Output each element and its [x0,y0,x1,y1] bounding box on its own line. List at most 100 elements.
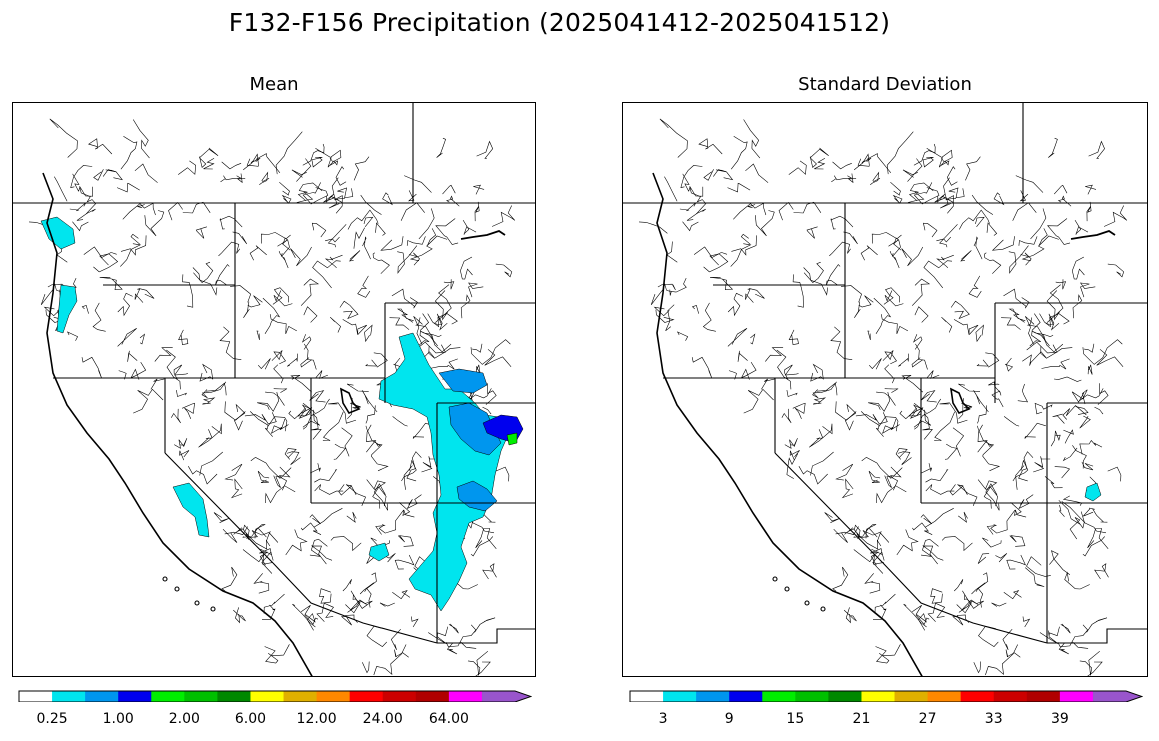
basin-outline [330,536,362,552]
basin-outline [1008,245,1029,274]
basin-outline [249,411,273,437]
basin-outline [897,451,912,466]
basin-outline [1087,364,1093,375]
basin-outline [462,219,477,235]
basin-outline [1003,416,1020,427]
basin-outline [664,176,678,202]
basin-outline [198,429,213,448]
basin-outline [761,378,775,390]
colorbar-swatch [283,691,318,702]
basin-outline [69,202,87,212]
basin-outline [1053,184,1068,195]
mean-tick-label: 64.00 [428,711,469,727]
colorbar-swatch [861,691,896,702]
basin-outline [265,391,285,406]
basin-outline [1022,351,1047,366]
basin-outline [776,349,792,390]
basin-outline [218,241,241,257]
basin-outline [265,485,296,504]
precip-region-sierra [172,482,210,538]
basin-outline [435,218,459,245]
basin-outline [1082,536,1105,557]
basin-outline [413,316,423,345]
basin-outline [314,484,344,495]
basin-outline [302,409,320,428]
basin-outline [389,317,410,330]
basin-outline [886,131,914,175]
basin-outline [930,588,943,604]
basin-outline [890,181,901,196]
basin-outline [841,478,854,499]
basin-outline [199,363,214,382]
basin-outline [676,331,689,341]
basin-outline [246,530,271,540]
basin-outline [340,614,358,626]
basin-outline [831,175,853,183]
basin-outline [475,661,491,676]
basin-outline [334,195,345,214]
basin-outline [703,253,729,273]
basin-outline [470,536,494,557]
colorbar-extend-arrow [481,691,531,702]
basin-outline [832,566,849,592]
basin-outline [922,157,934,168]
basin-outline [266,532,279,547]
basin-outline [925,484,955,495]
basin-outline [983,486,998,509]
basin-outline [816,423,833,439]
basin-outline [373,352,388,368]
basin-outline [733,202,767,220]
basin-outline [415,317,434,342]
basin-outline [925,508,954,528]
basin-outline [392,416,408,427]
basin-outline [1017,383,1029,403]
basin-outline [102,169,116,177]
basin-outline [215,264,230,286]
basin-outline [1069,511,1085,540]
colorbar-swatch [448,691,483,702]
basin-outline [803,267,828,296]
basin-outline [988,381,1001,393]
basin-outline [921,463,933,474]
basin-outline [922,413,933,440]
basin-outline [199,451,223,476]
basin-outline [1045,313,1060,331]
basin-outline [213,512,230,523]
basin-outline [669,277,687,296]
basin-outline [870,171,881,186]
basin-outline [54,176,68,202]
basin-outline [230,478,243,499]
basin-outline [311,413,322,440]
basin-outline [908,403,923,417]
basin-outline [884,388,899,393]
basin-outline [182,201,211,214]
precip-region-wa-coast [40,216,76,250]
basin-outline [394,554,415,570]
basin-outline [476,140,494,159]
basin-outline [87,138,113,155]
basin-outline [372,252,390,274]
colorbar-swatch [184,691,218,702]
basin-outline [81,356,102,379]
basin-outline [380,236,404,251]
basin-outline [814,158,826,170]
basin-outline [127,350,138,362]
basin-outline [315,370,329,379]
basin-outline [914,398,942,430]
basin-outline [855,412,888,425]
basin-outline [1018,451,1034,482]
basin-outline [865,524,877,539]
basin-outline [872,604,887,620]
basin-outline [991,602,1007,607]
mean-colorbar [18,690,532,702]
basin-outline [271,350,286,365]
basin-outline [922,545,944,565]
basin-outline [1088,140,1105,159]
basin-outline [303,343,317,370]
basin-outline [1018,236,1038,246]
basin-outline [1107,466,1122,482]
basin-outline [267,416,288,432]
basin-outline [482,563,497,580]
basin-outline [482,406,492,415]
basin-outline [315,147,342,163]
